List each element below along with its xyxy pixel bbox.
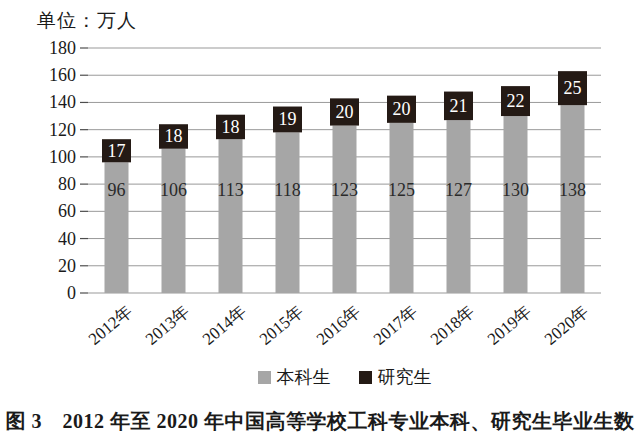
y-axis-tick-label: 20 bbox=[58, 256, 76, 276]
x-axis-label: 2019年 bbox=[484, 302, 535, 349]
bar-value-grad: 17 bbox=[108, 141, 126, 161]
bar-value-grad: 21 bbox=[450, 96, 468, 116]
legend-swatch-grad-icon bbox=[359, 371, 372, 384]
x-axis-label: 2017年 bbox=[370, 302, 421, 349]
x-axis-label: 2013年 bbox=[142, 302, 193, 349]
y-axis-tick-label: 180 bbox=[49, 38, 76, 58]
bar-segment-undergrad bbox=[504, 116, 528, 293]
stacked-bar-chart: 0 20 40 60 80 100 120 140 160 180 96 17 2012年 106 18 20… bbox=[0, 0, 640, 360]
bar-value-undergrad: 130 bbox=[502, 180, 529, 200]
y-axis-tick-label: 160 bbox=[49, 65, 76, 85]
y-axis-tick-label: 60 bbox=[58, 201, 76, 221]
bar-value-undergrad: 125 bbox=[388, 180, 415, 200]
bar-value-undergrad: 127 bbox=[445, 180, 472, 200]
legend-item-undergrad: 本科生 bbox=[258, 365, 331, 389]
bar-value-grad: 22 bbox=[507, 91, 525, 111]
bar-value-undergrad: 118 bbox=[274, 180, 300, 200]
bar-segment-undergrad bbox=[276, 132, 300, 293]
x-axis-label: 2014年 bbox=[199, 302, 250, 349]
bar-value-undergrad: 113 bbox=[217, 180, 243, 200]
bar-segment-undergrad bbox=[390, 123, 414, 293]
bar-value-grad: 18 bbox=[165, 126, 183, 146]
bar-value-grad: 19 bbox=[279, 109, 297, 129]
y-axis-tick-label: 100 bbox=[49, 147, 76, 167]
legend-label-grad: 研究生 bbox=[378, 365, 432, 389]
bar-segment-undergrad bbox=[162, 149, 186, 293]
bar-segment-undergrad bbox=[447, 120, 471, 293]
bar-value-grad: 18 bbox=[222, 117, 240, 137]
y-axis-tick-label: 80 bbox=[58, 174, 76, 194]
x-axis-label: 2015年 bbox=[256, 302, 307, 349]
x-axis-label: 2018年 bbox=[427, 302, 478, 349]
figure-page: 单位：万人 02040608010012014016018096172012年1… bbox=[0, 0, 640, 444]
bar-value-grad: 20 bbox=[336, 102, 354, 122]
bar-value-grad: 20 bbox=[393, 99, 411, 119]
bar-segment-undergrad bbox=[333, 126, 357, 293]
legend-label-undergrad: 本科生 bbox=[277, 365, 331, 389]
y-axis-tick-label: 120 bbox=[49, 120, 76, 140]
chart-legend: 本科生 研究生 bbox=[88, 365, 601, 389]
bar-segment-undergrad bbox=[219, 139, 243, 293]
legend-item-grad: 研究生 bbox=[359, 365, 432, 389]
y-axis-tick-label: 140 bbox=[49, 92, 76, 112]
x-axis-label: 2020年 bbox=[541, 302, 592, 349]
bar-value-grad: 25 bbox=[564, 78, 582, 98]
bar-value-undergrad: 138 bbox=[559, 180, 586, 200]
bar-value-undergrad: 106 bbox=[160, 180, 187, 200]
bar-value-undergrad: 96 bbox=[108, 180, 126, 200]
x-axis-label: 2016年 bbox=[313, 302, 364, 349]
x-axis-label: 2012年 bbox=[85, 302, 136, 349]
figure-caption: 图 3 2012 年至 2020 年中国高等学校工科专业本科、研究生毕业生数 bbox=[0, 408, 640, 435]
y-axis-tick-label: 40 bbox=[58, 229, 76, 249]
y-axis-tick-label: 0 bbox=[67, 283, 76, 303]
legend-swatch-undergrad-icon bbox=[258, 371, 271, 384]
bar-value-undergrad: 123 bbox=[331, 180, 358, 200]
